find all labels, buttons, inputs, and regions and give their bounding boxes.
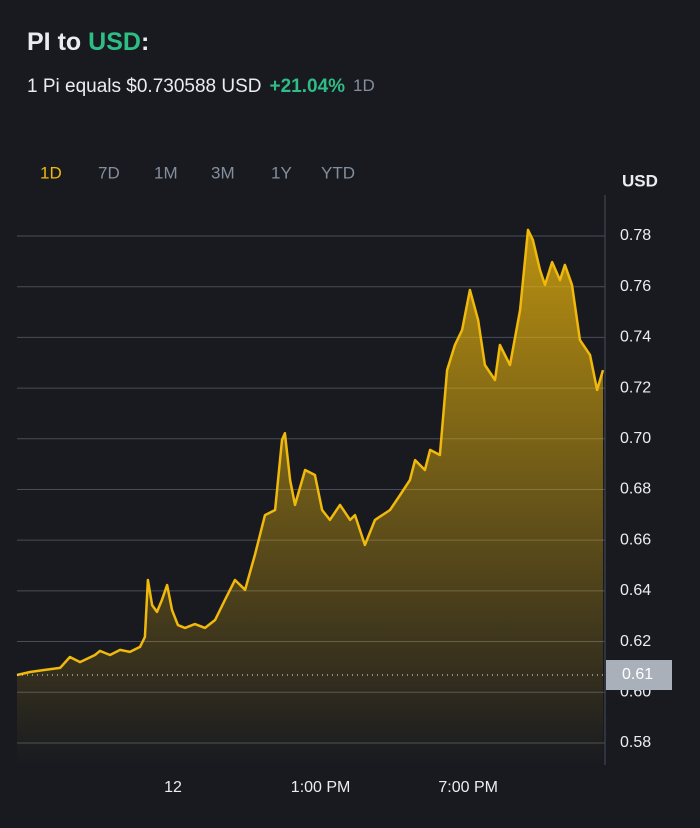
y-tick-label: 0.68: [620, 481, 651, 498]
period: 1D: [353, 76, 375, 95]
change: +21.04%: [270, 76, 346, 97]
y-tick-label: 0.74: [620, 329, 651, 346]
y-tick-label: 0.72: [620, 379, 651, 396]
range-tab[interactable]: YTD: [321, 163, 355, 182]
price-line: [16, 228, 605, 677]
area-fill: [17, 229, 604, 765]
y-tick-label: 0.58: [620, 734, 651, 751]
y-tick-label: 0.78: [620, 227, 651, 244]
x-tick-label: 12: [164, 779, 182, 796]
title-quote: USD: [88, 28, 141, 56]
range-tab[interactable]: 1D: [40, 163, 62, 182]
title-base: PI to: [27, 28, 81, 56]
y-axis-label: USD: [622, 171, 658, 190]
y-tick-label: 0.70: [620, 430, 651, 447]
price-marker-label: 0.61: [622, 666, 653, 683]
title: PI to USD:: [27, 28, 149, 56]
x-tick-label: 1:00 PM: [291, 779, 351, 796]
price-marker-box: [606, 660, 672, 691]
range-tab[interactable]: 1M: [154, 163, 178, 182]
y-tick-label: 0.62: [620, 633, 651, 650]
rate-text: 1 Pi equals $0.730588 USD: [27, 76, 262, 97]
y-tick-label: 0.76: [620, 278, 651, 295]
range-tab[interactable]: 7D: [98, 163, 120, 182]
y-tick-label: 0.64: [620, 582, 651, 599]
range-tab[interactable]: 1Y: [271, 163, 292, 182]
x-tick-label: 7:00 PM: [438, 779, 498, 796]
title-colon: :: [141, 28, 149, 56]
range-tab[interactable]: 3M: [211, 163, 235, 182]
subtitle: 1 Pi equals $0.730588 USD +21.04% 1D: [27, 76, 375, 97]
y-tick-label: 0.66: [620, 531, 651, 548]
